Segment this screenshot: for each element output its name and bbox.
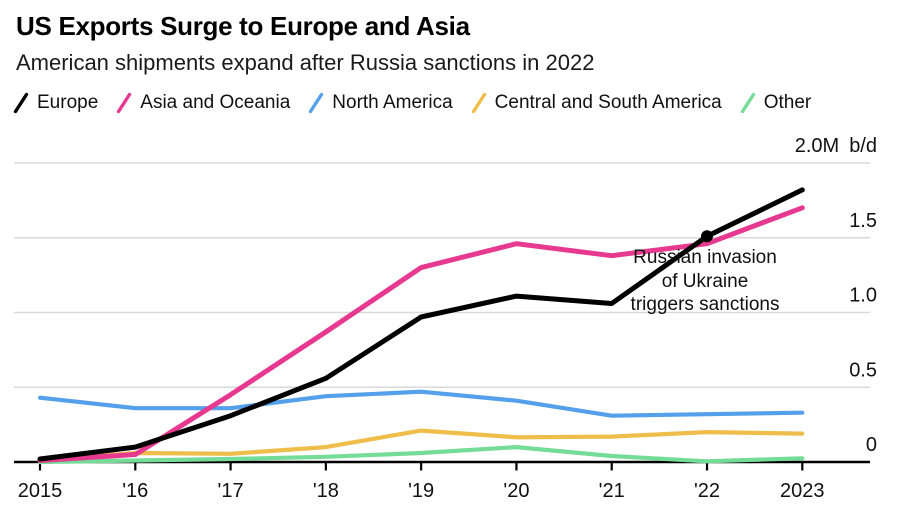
y-tick-label: 1.5	[849, 210, 877, 232]
legend-item-other: Other	[740, 91, 812, 115]
series-line-central-and-south-america	[37, 428, 805, 463]
chart-title: US Exports Surge to Europe and Asia	[16, 11, 470, 41]
y-tick-label: 0.5	[849, 359, 877, 381]
x-tick-label: '16	[122, 480, 148, 502]
annotation-line: Russian invasion	[633, 247, 777, 268]
y-tick-label: 1.0	[849, 285, 877, 307]
y-tick-label: 2.0M b/d	[795, 135, 877, 157]
legend-label: Other	[763, 92, 812, 113]
x-tick-label: '22	[694, 480, 720, 502]
series-line-europe	[37, 187, 805, 462]
legend-item-central-and-south-america: Central and South America	[471, 91, 722, 115]
legend-slash-icon	[117, 92, 132, 114]
legend: Europe Asia and Oceania North America Centr…	[13, 91, 811, 115]
annotation-line: of Ukraine	[661, 270, 749, 292]
series-line-north-america	[37, 389, 805, 418]
legend-slash-icon	[13, 92, 29, 114]
x-tick-label: 2023	[780, 480, 825, 502]
legend-item-asia-and-oceania: Asia and Oceania	[116, 91, 290, 115]
legend-slash-icon	[471, 92, 486, 114]
annotation-line: triggers sanctions	[630, 294, 780, 315]
legend-item-europe: Europe	[13, 91, 98, 115]
x-tick-label: '21	[599, 480, 625, 502]
chart-subtitle: American shipments expand after Russia s…	[16, 50, 595, 75]
annotation: Russian invasion of Ukraine triggers san…	[631, 246, 780, 317]
x-tick-label: 2015	[18, 480, 63, 502]
legend-slash-icon	[309, 92, 324, 114]
legend-slash-icon	[740, 92, 755, 114]
legend-label: Central and South America	[494, 92, 722, 113]
y-tick-label: 0	[866, 434, 877, 456]
legend-label: Asia and Oceania	[140, 92, 291, 113]
legend-label: North America	[332, 92, 453, 113]
y-axis-unit: b/d	[849, 135, 877, 157]
x-tick-label: '18	[313, 480, 339, 502]
x-tick-label: '20	[503, 480, 529, 502]
series-line-other	[37, 445, 805, 465]
legend-label: Europe	[37, 92, 99, 113]
x-tick-label: '17	[218, 480, 244, 502]
legend-item-north-america: North America	[308, 91, 453, 115]
x-tick-label: '19	[408, 480, 434, 502]
annotation-dot	[701, 230, 714, 243]
